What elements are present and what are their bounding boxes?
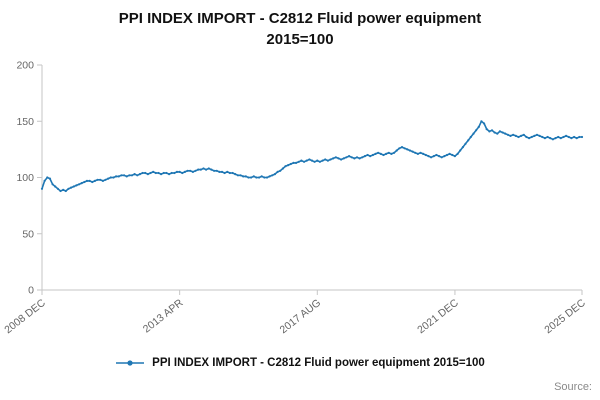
series-line [41,120,582,192]
chart-title-line2: 2015=100 [266,31,334,48]
svg-text:150: 150 [16,116,34,128]
line-chart: 0 50 100 150 200 2008 DEC 2013 APR 2017 AUG 2021… [2,60,588,337]
chart-axes: 0 50 100 150 200 2008 DEC 2013 APR 2017 AUG 2021… [2,60,588,337]
svg-text:50: 50 [22,228,34,240]
svg-text:2008 DEC: 2008 DEC [2,297,48,337]
svg-text:2021 DEC: 2021 DEC [415,297,461,337]
chart-title: PPI INDEX IMPORT - C2812 Fluid power equ… [0,8,600,50]
svg-text:0: 0 [28,285,34,297]
chart-legend: PPI INDEX IMPORT - C2812 Fluid power equ… [0,357,600,369]
series-point-markers [40,120,584,193]
source-label: Source: [554,381,592,393]
legend-label: PPI INDEX IMPORT - C2812 Fluid power equ… [152,357,485,369]
svg-text:100: 100 [16,172,34,184]
legend-line-marker-icon [116,360,145,366]
svg-text:2017 AUG: 2017 AUG [278,297,324,336]
svg-text:200: 200 [16,60,34,72]
svg-text:2013 APR: 2013 APR [141,297,186,336]
svg-text:2025 DEC: 2025 DEC [542,297,588,337]
chart-title-line1: PPI INDEX IMPORT - C2812 Fluid power equ… [118,10,482,27]
